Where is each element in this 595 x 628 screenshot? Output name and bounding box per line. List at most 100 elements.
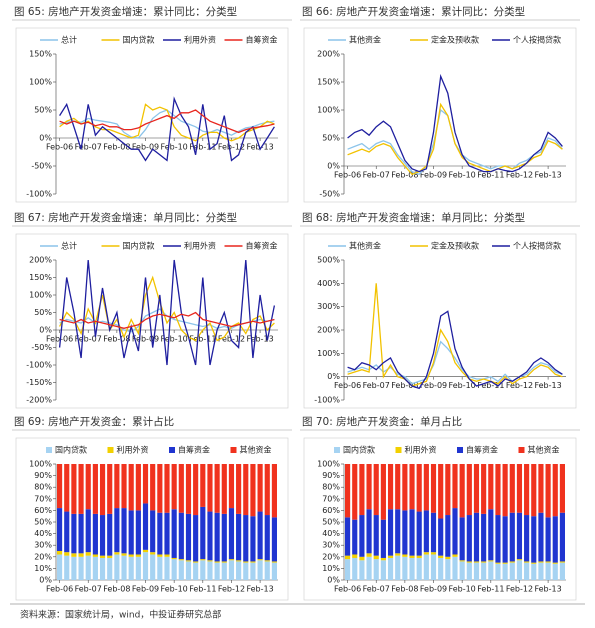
bar-segment: [538, 512, 544, 562]
bar-segment: [178, 559, 184, 561]
y-tick-label: 50%: [34, 308, 52, 317]
x-tick-label: Feb-11: [477, 585, 504, 594]
bar-segment: [250, 464, 256, 517]
series-line: [59, 275, 275, 342]
bar-segment: [128, 556, 134, 580]
bar-segment: [257, 559, 263, 561]
bar-segment: [92, 464, 98, 514]
bar-segment: [409, 509, 415, 556]
legend-label: 个人按揭贷款: [513, 241, 561, 251]
bar-segment: [121, 553, 127, 556]
legend-swatch: [518, 447, 525, 453]
x-tick-label: Feb-09: [132, 585, 159, 594]
bar-segment: [271, 561, 277, 563]
bar-segment: [142, 503, 149, 550]
bar-segment: [366, 509, 372, 554]
bar-segment: [121, 555, 127, 580]
bar-segment: [236, 560, 242, 562]
bar-segment: [71, 464, 77, 514]
x-tick-label: Feb-09: [132, 143, 159, 152]
bar-segment: [516, 464, 523, 513]
bar-segment: [545, 562, 551, 580]
series-line: [347, 310, 563, 390]
bar-segment: [495, 464, 501, 516]
bar-segment: [185, 464, 192, 514]
bar-segment: [157, 464, 163, 513]
bar-segment: [271, 517, 277, 562]
bar-segment: [387, 557, 394, 580]
x-tick-label: Feb-13: [246, 335, 273, 344]
y-tick-label: 300%: [317, 302, 340, 311]
x-tick-label: Feb-10: [449, 585, 476, 594]
series-line: [59, 96, 275, 162]
bar-segment: [243, 561, 249, 563]
y-tick-label: 10%: [322, 564, 340, 573]
bar-segment: [99, 464, 106, 516]
y-tick-label: 150%: [29, 50, 52, 59]
bar-segment: [366, 464, 372, 510]
bar-segment: [150, 552, 156, 555]
figure-caption: 图 67: 房地产开发资金增速：单月同比：分类型: [14, 211, 237, 224]
bar-segment: [366, 553, 372, 557]
legend-swatch: [334, 447, 340, 453]
legend-label: 其他资金: [349, 241, 381, 251]
bar-segment: [264, 515, 270, 561]
bar-segment: [228, 560, 235, 580]
x-tick-label: Feb-06: [46, 335, 73, 344]
legend-label: 利用外资: [405, 445, 437, 455]
legend-label: 国内贷款: [123, 35, 155, 45]
bar-segment: [250, 516, 256, 562]
bar-segment: [495, 562, 501, 564]
bar-segment: [171, 464, 177, 510]
chart-box: [303, 437, 577, 601]
bar-segment: [157, 556, 163, 580]
bar-segment: [57, 508, 63, 551]
bar-segment: [171, 557, 177, 560]
bar-segment: [516, 560, 523, 580]
bar-segment: [387, 555, 394, 558]
bar-segment: [214, 512, 220, 562]
x-tick-label: Feb-10: [161, 585, 188, 594]
bar-segment: [545, 561, 551, 563]
bar-segment: [459, 517, 465, 561]
bar-segment: [473, 464, 480, 513]
x-tick-label: Feb-08: [391, 171, 418, 180]
bar-segment: [164, 556, 170, 580]
bar-segment: [257, 511, 263, 560]
bar-segment: [423, 510, 429, 553]
bar-segment: [552, 516, 558, 563]
series-line: [347, 102, 563, 176]
bar-segment: [193, 515, 199, 562]
bar-segment: [121, 508, 127, 554]
figure-caption: 图 69: 房地产开发资金：累计占比: [14, 415, 174, 428]
bar-segment: [373, 515, 379, 556]
chart-box: [303, 233, 577, 409]
bar-segment: [430, 552, 437, 555]
y-tick-label: 500%: [317, 256, 340, 265]
y-tick-label: 150%: [29, 273, 52, 282]
legend-label: 利用外资: [184, 35, 216, 45]
legend-swatch: [230, 447, 237, 453]
y-tick-label: 100%: [317, 349, 340, 358]
bar-segment: [524, 464, 530, 516]
bar-segment: [114, 508, 120, 553]
x-tick-label: Feb-08: [103, 585, 130, 594]
y-tick-label: 100%: [29, 291, 52, 300]
bar-segment: [114, 554, 120, 580]
bar-segment: [107, 464, 113, 514]
bar-segment: [502, 562, 508, 564]
y-tick-label: 200%: [29, 256, 52, 265]
y-tick-label: -100%: [26, 190, 52, 199]
bar-segment: [352, 464, 358, 520]
bar-segment: [466, 515, 472, 562]
legend-swatch: [457, 447, 463, 453]
bar-segment: [345, 555, 351, 560]
bar-segment: [78, 556, 84, 580]
bar-segment: [438, 557, 444, 580]
series-line: [59, 103, 275, 142]
legend-label: 其他资金: [349, 35, 381, 45]
bar-segment: [207, 561, 213, 580]
bar-segment: [228, 508, 235, 560]
bar-segment: [545, 464, 551, 518]
